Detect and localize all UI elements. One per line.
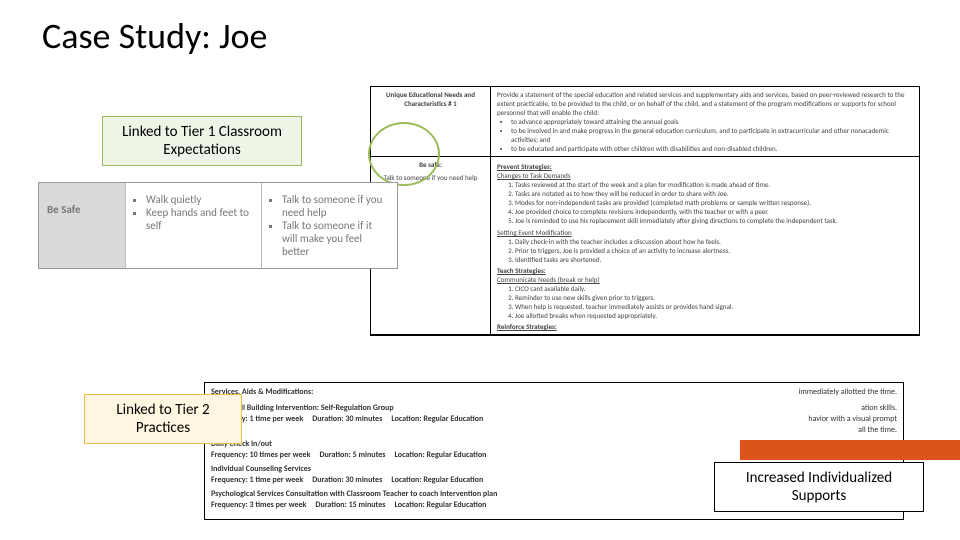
- besafe-item: Walk quietly: [146, 193, 253, 206]
- accent-bar: [740, 440, 960, 460]
- setting-item: Identified tasks are shortened.: [515, 255, 913, 264]
- setting-label: Setting Event Modification: [497, 228, 913, 237]
- needs-text: Provide a statement of the special educa…: [491, 87, 919, 156]
- besafe-item: Talk to someone if you need help: [282, 193, 389, 219]
- besafe-item: Talk to someone if it will make you feel…: [282, 219, 389, 258]
- besafe-col3: Talk to someone if you need help Talk to…: [261, 183, 397, 268]
- changes-label: Changes to Task Demands: [497, 171, 913, 180]
- svc-overflow-text: immediately allotted the time.: [799, 387, 897, 399]
- comm-item: When help is requested, teacher immediat…: [515, 302, 913, 311]
- changes-item: Joe is reminded to use his replacement s…: [515, 216, 913, 225]
- needs-bullet: to advance appropriately toward attainin…: [511, 117, 913, 126]
- svc-loc: Location: Regular Education: [395, 500, 487, 510]
- comm-item: CICO card available daily.: [515, 284, 913, 293]
- svc-loc: Location: Regular Education: [391, 475, 483, 485]
- svc-freq: Frequency: 3 times per week: [211, 500, 306, 510]
- setting-item: Daily check-in with the teacher includes…: [515, 237, 913, 246]
- svc-overflow-text: havior with a visual prompt: [808, 414, 897, 424]
- changes-item: Joe provided choice to complete revision…: [515, 207, 913, 216]
- reinforce-label: Reinforce Strategies:: [497, 322, 913, 331]
- highlight-circle: [368, 122, 440, 186]
- svc-overflow-text: all the time.: [211, 425, 897, 435]
- tier1-callout: Linked to Tier 1 Classroom Expectations: [102, 116, 302, 166]
- changes-item: Tasks reviewed at the start of the week …: [515, 180, 913, 189]
- svc-loc: Location: Regular Education: [395, 450, 487, 460]
- tier2-callout: Linked to Tier 2 Practices: [84, 394, 242, 444]
- svc-overflow-text: ation skills.: [861, 403, 897, 413]
- svc-dur: Duration: 30 minutes: [312, 475, 382, 485]
- changes-item: Modes for non-independent tasks are prov…: [515, 198, 913, 207]
- svc-freq: Frequency: 10 times per week: [211, 450, 310, 460]
- besafe-item: Keep hands and feet to self: [146, 206, 253, 232]
- needs-statement: Provide a statement of the special educa…: [497, 90, 904, 117]
- teach-label: Teach Strategies:: [497, 266, 913, 275]
- changes-item: Tasks are notated as to how they will be…: [515, 189, 913, 198]
- comm-item: Joe allotted breaks when requested appro…: [515, 311, 913, 320]
- needs-bullet: to be educated and participate with othe…: [511, 144, 913, 153]
- svc-loc: Location: Regular Education: [391, 414, 483, 424]
- besafe-table: Be Safe Walk quietly Keep hands and feet…: [38, 182, 398, 269]
- setting-item: Prior to triggers, Joe is provided a cho…: [515, 246, 913, 255]
- strategies-cell: Prevent Strategies: Changes to Task Dema…: [491, 157, 919, 334]
- svc-dur: Duration: 30 minutes: [312, 414, 382, 424]
- comm-item: Reminder to use new skills given prior t…: [515, 293, 913, 302]
- svc-dur: Duration: 15 minutes: [315, 500, 385, 510]
- increased-supports-callout: Increased Individualized Supports: [714, 462, 924, 512]
- besafe-rowlabel: Be Safe: [39, 183, 125, 268]
- svc-freq: Frequency: 1 time per week: [211, 475, 303, 485]
- besafe-col2: Walk quietly Keep hands and feet to self: [125, 183, 261, 268]
- comm-label: Communicate Needs (break or help): [497, 275, 913, 284]
- page-title: Case Study: Joe: [42, 14, 267, 58]
- iep-document: Unique Educational Needs and Characteris…: [370, 86, 920, 336]
- needs-bullet: to be involved in and make progress in t…: [511, 126, 913, 144]
- svc-dur: Duration: 5 minutes: [319, 450, 385, 460]
- prevent-label: Prevent Strategies:: [497, 162, 913, 171]
- svc-title: Psychological Services Consultation with…: [211, 489, 497, 499]
- svc-title: Individual Counseling Services: [211, 464, 311, 474]
